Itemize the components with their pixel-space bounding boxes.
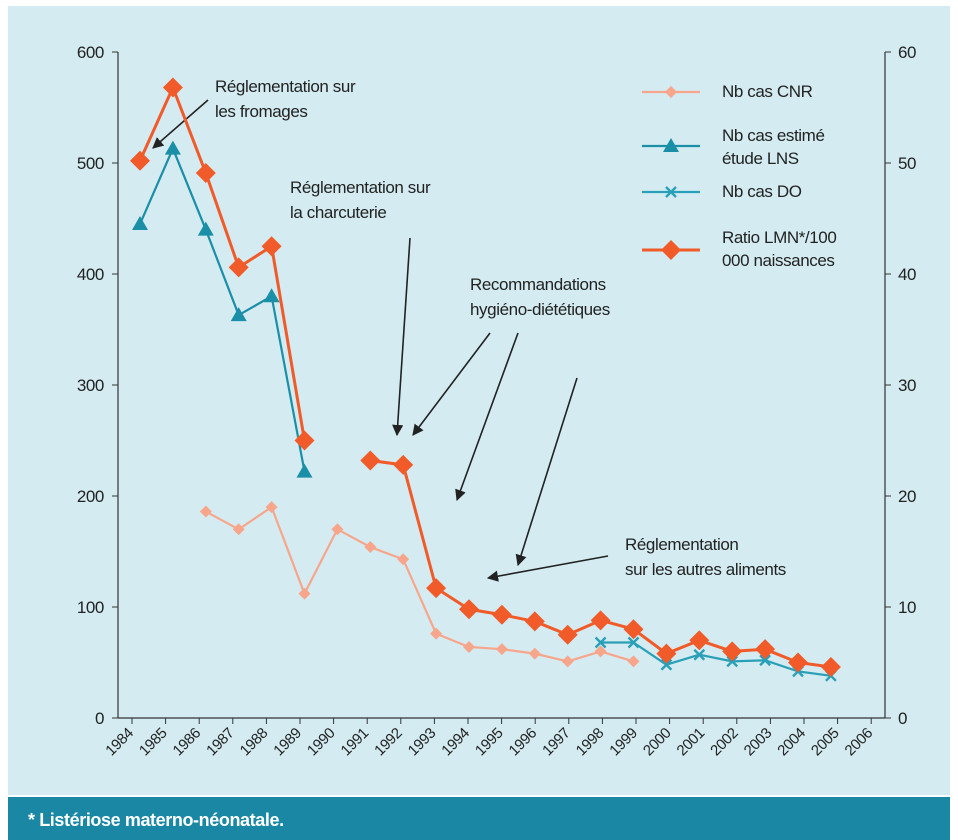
series-line — [600, 641, 832, 677]
point — [164, 140, 181, 155]
point — [294, 430, 315, 451]
point — [656, 643, 677, 664]
y2-tick-label: 40 — [898, 265, 916, 284]
point — [759, 654, 771, 667]
arrows — [152, 99, 609, 582]
y-tick-label: 600 — [77, 43, 104, 62]
series — [199, 501, 640, 668]
point — [627, 655, 640, 668]
point — [788, 652, 808, 673]
annotation: Réglementation sur — [290, 178, 431, 197]
point — [528, 647, 541, 660]
point — [197, 221, 214, 236]
point — [393, 454, 414, 475]
point — [590, 610, 611, 631]
point — [232, 523, 245, 536]
point — [360, 450, 381, 471]
point — [426, 578, 447, 599]
point — [228, 257, 249, 278]
point — [195, 162, 216, 183]
annotation: Recommandations — [470, 275, 606, 294]
legend-label: Nb cas DO — [722, 182, 802, 201]
point — [755, 639, 776, 660]
annotation: hygiéno-diététiques — [470, 300, 610, 319]
y2-tick-label: 60 — [898, 43, 916, 62]
y2-tick-label: 10 — [898, 598, 916, 617]
legend-label: Nb cas CNR — [722, 82, 813, 101]
point — [623, 619, 644, 640]
point — [594, 645, 607, 658]
point — [162, 77, 183, 98]
legend-label: Nb cas estimé étude LNS — [722, 126, 825, 168]
point — [820, 656, 841, 677]
legend-label: Ratio LMN*/100 000 naissances — [722, 228, 837, 270]
arrow — [152, 99, 209, 149]
point — [397, 553, 410, 566]
y-tick-label: 200 — [77, 487, 104, 506]
point — [661, 240, 681, 260]
point — [130, 150, 150, 171]
point — [689, 630, 710, 651]
point — [265, 501, 278, 514]
point — [491, 604, 512, 625]
point — [298, 587, 311, 600]
footnote-band — [8, 797, 950, 840]
series-line — [205, 506, 634, 663]
point — [296, 463, 313, 478]
point — [459, 599, 479, 620]
y-tick-label: 100 — [77, 598, 104, 617]
annotation: la charcuterie — [290, 203, 386, 222]
annotation: sur les autres aliments — [625, 560, 786, 579]
y2-tick-label: 50 — [898, 154, 916, 173]
point — [230, 307, 247, 322]
y-tick-label: 0 — [95, 709, 104, 728]
point — [495, 643, 508, 656]
y-tick-label: 400 — [77, 265, 104, 284]
point — [430, 627, 443, 640]
y-tick-label: 300 — [77, 376, 104, 395]
series — [132, 140, 313, 478]
point — [261, 236, 282, 257]
annotation: Réglementation — [625, 535, 738, 554]
arrow — [392, 237, 411, 437]
point — [557, 624, 578, 645]
point — [693, 648, 706, 661]
point — [463, 640, 475, 653]
point — [660, 658, 673, 671]
point — [524, 611, 545, 632]
point — [199, 505, 212, 518]
series — [130, 77, 841, 677]
point — [364, 541, 377, 554]
point — [665, 86, 677, 98]
arrow — [486, 555, 609, 582]
point — [331, 523, 344, 536]
arrow — [455, 332, 519, 502]
y2-tick-label: 0 — [898, 709, 907, 728]
point — [594, 636, 607, 649]
point — [663, 138, 679, 152]
footnote: * Listériose materno-néonatale. — [28, 810, 284, 830]
point — [722, 641, 743, 662]
y-tick-label: 500 — [77, 154, 104, 173]
point — [132, 216, 148, 231]
point — [263, 288, 280, 303]
arrow — [515, 377, 578, 567]
point — [627, 636, 640, 649]
annotation: Réglementation sur — [215, 77, 356, 96]
series-line — [138, 147, 306, 472]
y2-tick-label: 30 — [898, 376, 916, 395]
y2-tick-label: 20 — [898, 487, 916, 506]
point — [561, 655, 574, 668]
annotation: les fromages — [215, 102, 308, 121]
arrow — [412, 332, 491, 436]
point — [665, 186, 677, 198]
